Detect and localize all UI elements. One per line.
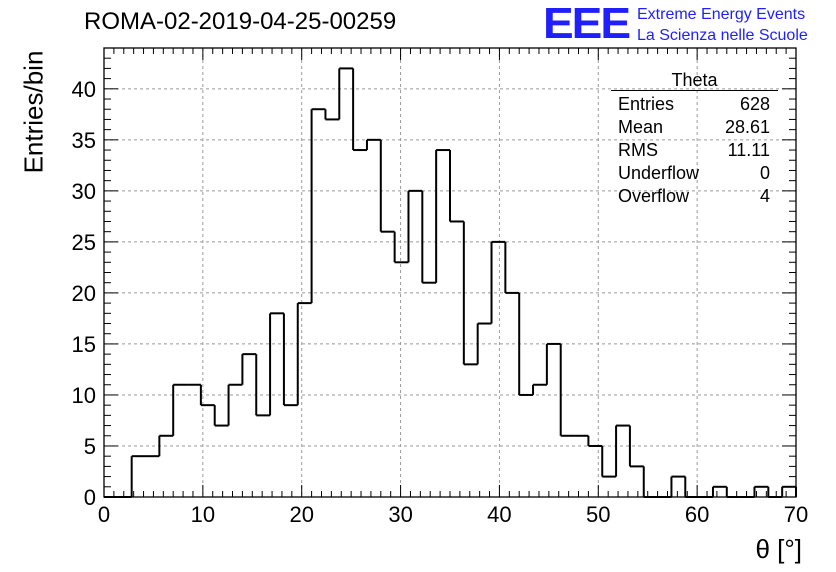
stats-row-rms: RMS 11.11 <box>611 139 778 162</box>
stats-row-overflow: Overflow 4 <box>611 185 778 208</box>
stats-value: 628 <box>739 94 770 114</box>
histogram-bin <box>505 291 521 395</box>
stats-box: Theta Entries 628 Mean 28.61 RMS 11.11 Underfl… <box>611 70 778 208</box>
histogram-bin <box>200 404 216 426</box>
y-tick-label: 35 <box>72 128 96 153</box>
histogram-bin <box>616 424 631 467</box>
stats-rows: Entries 628 Mean 28.61 RMS 11.11 Underflow 0 Ove… <box>611 93 778 208</box>
histogram-bin <box>228 354 244 386</box>
y-tick-label: 5 <box>84 434 96 459</box>
histogram-bin <box>782 485 797 497</box>
y-tick-label: 15 <box>72 332 96 357</box>
histogram-bin <box>159 384 175 437</box>
histogram-bin <box>256 313 272 417</box>
histogram-bin <box>574 434 590 446</box>
y-tick-label: 30 <box>72 179 96 204</box>
histogram-bin <box>408 189 424 283</box>
histogram-bin <box>699 486 714 498</box>
histogram-bin <box>519 384 535 396</box>
x-tick-label: 50 <box>586 502 610 527</box>
histogram-bin <box>491 240 507 293</box>
histogram-bin <box>436 149 451 222</box>
histogram-bin <box>602 425 618 478</box>
histogram-bin <box>311 108 327 120</box>
histogram-bin <box>145 435 161 458</box>
stats-row-mean: Mean 28.61 <box>611 116 778 139</box>
histogram-bin <box>366 138 382 232</box>
stats-value: 28.61 <box>724 117 770 137</box>
histogram-bin <box>768 486 784 498</box>
stats-label: Entries <box>618 94 675 114</box>
plot-title: ROMA-02-2019-04-25-00259 <box>84 8 397 35</box>
histogram-bin <box>546 342 562 436</box>
histogram-bin <box>339 67 355 151</box>
logo-line-1: Extreme Energy Events <box>637 6 806 23</box>
stats-title: Theta <box>611 70 778 91</box>
x-tick-label: 30 <box>388 502 412 527</box>
histogram-bin <box>270 312 285 406</box>
histogram-bin <box>297 109 313 305</box>
histogram-bin <box>325 68 341 121</box>
histogram-bin <box>712 485 728 497</box>
stats-value: 4 <box>759 186 770 206</box>
histogram-bin <box>422 150 438 284</box>
x-tick-label: 20 <box>289 502 313 527</box>
y-tick-label: 20 <box>72 281 96 306</box>
stats-value: 0 <box>759 163 770 183</box>
stats-row-entries: Entries 628 <box>611 93 778 116</box>
x-tick-label: 40 <box>487 502 511 527</box>
histogram-bin <box>283 303 299 407</box>
y-tick-label: 10 <box>72 383 96 408</box>
x-tick-label: 0 <box>98 502 110 527</box>
histogram-bin <box>754 485 770 497</box>
x-axis-label: θ [°] <box>755 534 802 564</box>
x-tick-label: 60 <box>685 502 709 527</box>
stats-row-underflow: Underflow 0 <box>611 162 778 185</box>
stats-label: Overflow <box>618 186 690 206</box>
histogram-bin <box>588 444 604 477</box>
y-tick-label: 40 <box>72 77 96 102</box>
logo-caption: Extreme Energy Events La Scienza nelle S… <box>637 4 808 46</box>
x-tick-label: 70 <box>784 502 808 527</box>
grid <box>104 48 796 497</box>
stats-label: RMS <box>618 140 658 160</box>
x-tick-label: 10 <box>191 502 215 527</box>
histogram-bin <box>117 456 133 498</box>
y-tick-label: 0 <box>84 485 96 510</box>
histogram-bin <box>353 139 368 152</box>
stats-label: Mean <box>618 117 664 137</box>
stats-value: 11.11 <box>727 140 770 160</box>
histogram-bin <box>242 353 258 416</box>
histogram-bin <box>450 220 465 365</box>
histogram-bin <box>463 323 479 366</box>
eee-logo: EEE <box>543 0 631 48</box>
histogram-bin <box>657 476 673 498</box>
histogram-bin <box>629 465 645 497</box>
histogram-bin <box>187 383 202 406</box>
histogram-bin <box>214 384 230 427</box>
histogram-bin <box>740 486 756 498</box>
histogram-bin <box>380 230 396 263</box>
logo-line-2: La Scienza nelle Scuole <box>637 27 808 44</box>
histogram-bin <box>671 475 687 497</box>
histogram-bin <box>533 343 548 386</box>
y-tick-label: 25 <box>72 230 96 255</box>
stats-label: Underflow <box>618 163 700 183</box>
histogram-bin <box>394 190 410 264</box>
histogram-bin <box>477 241 493 325</box>
